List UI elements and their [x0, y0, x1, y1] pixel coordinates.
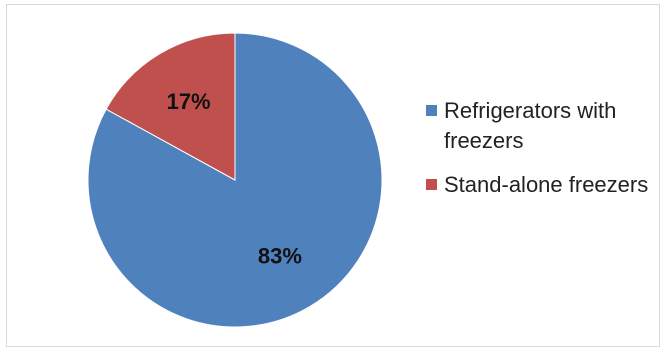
legend-label: Refrigerators with freezers: [444, 98, 617, 153]
pie-data-labels: 83% 17%: [167, 89, 302, 268]
pie-slice-stand-alone-freezers: [105, 32, 236, 181]
legend-label: Stand-alone freezers: [444, 172, 649, 197]
legend-swatch-blue: [426, 105, 437, 116]
data-label-stand-alone-freezers: 17%: [167, 89, 211, 114]
legend-item-refrigerators-with-freezers: Refrigerators with freezers: [426, 96, 656, 156]
legend-swatch-red: [426, 179, 437, 190]
pie-slices: [87, 32, 383, 328]
legend-item-stand-alone-freezers: Stand-alone freezers: [426, 170, 656, 200]
data-label-refrigerators-with-freezers: 83%: [258, 243, 302, 268]
legend: Refrigerators with freezers Stand-alone …: [426, 96, 656, 214]
